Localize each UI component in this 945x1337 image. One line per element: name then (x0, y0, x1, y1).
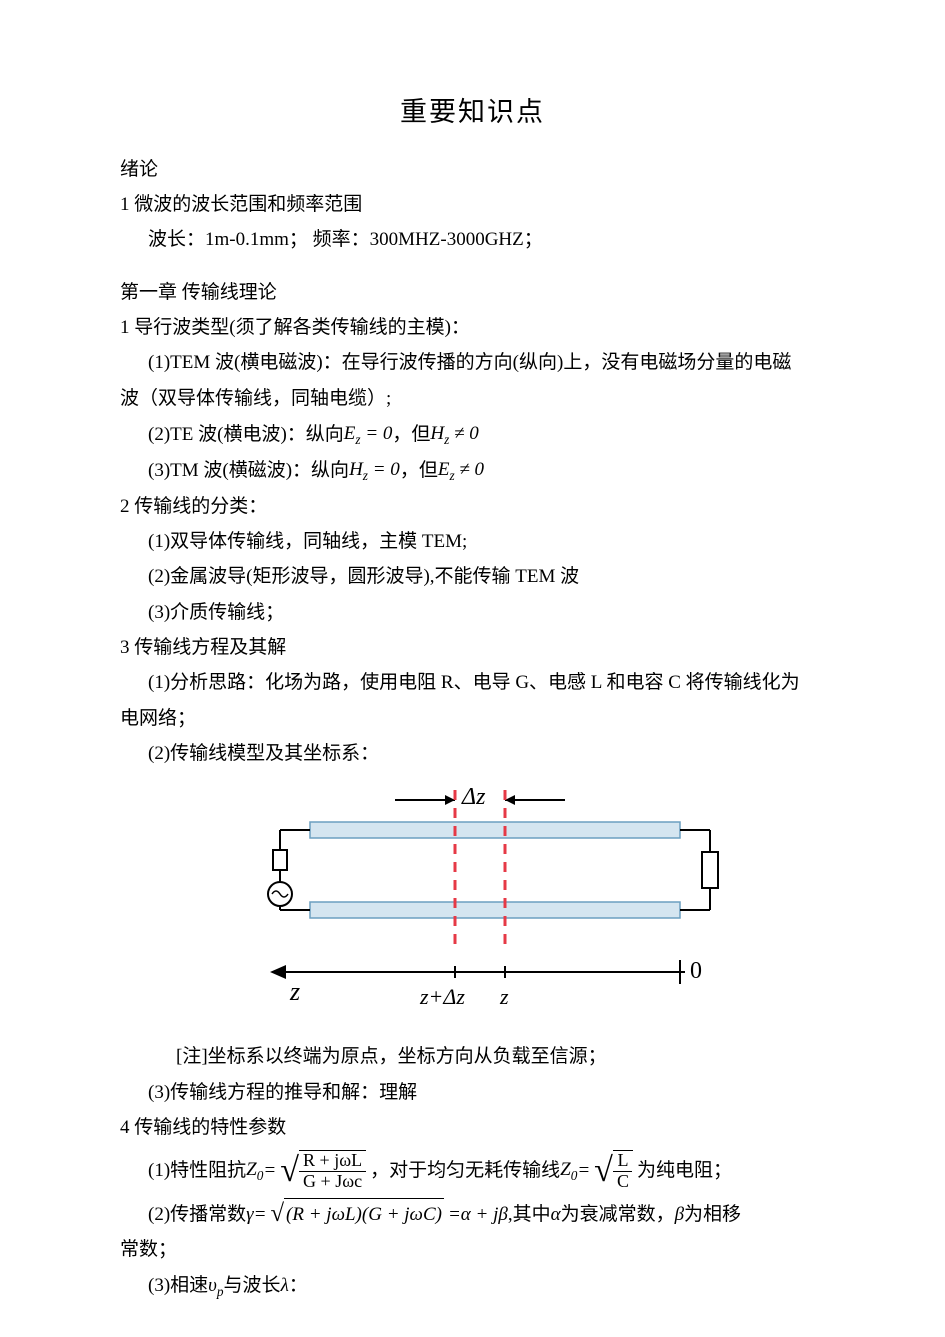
sec4-p2-prefix: (2)传播常数 (148, 1199, 246, 1231)
sec4-p2-alpha: α (551, 1199, 561, 1231)
sec4-p3-prefix: (3)相速 (148, 1270, 208, 1302)
sec4-p3-vp: υp (208, 1270, 223, 1303)
sec4-p2-eq: = (254, 1199, 267, 1231)
sec1-p2-mid: ，但 (392, 419, 430, 451)
sec4-p1-eq: = (263, 1155, 276, 1187)
sec3-label: 3 传输线方程及其解 (120, 632, 825, 664)
sec1-p3-mid: ，但 (400, 455, 438, 487)
sec1-p3-prefix: (3)TM 波(横磁波)：纵向 (148, 455, 349, 487)
transmission-line-diagram: Δz 0 z z+Δz z (220, 782, 825, 1033)
sec2-p1: (1)双导体传输线，同轴线，主模 TEM; (120, 526, 825, 558)
sec3-p1b: 电网络； (120, 703, 825, 735)
sec4-p1-z0: Z0 (246, 1154, 263, 1187)
sec1-p3: (3)TM 波(横磁波)：纵向 Hz = 0 ，但 Ez ≠ 0 (120, 454, 825, 487)
sec4-p3-suffix: ： (289, 1270, 308, 1302)
sec4-p1-prefix: (1)特性阻抗 (148, 1155, 246, 1187)
sec1-p2-prefix: (2)TE 波(横电波)：纵向 (148, 419, 344, 451)
sec4-p2-sqrt: √ (R + jωL)(G + jωC) (270, 1198, 443, 1231)
page-title: 重要知识点 (120, 90, 825, 136)
sec4-p1-z0b: Z0 (560, 1154, 577, 1187)
z-plus-dz-label: z+Δz (419, 984, 465, 1009)
sec3-note: [注]坐标系以终端为原点，坐标方向从负载至信源； (120, 1041, 825, 1073)
z-label: z (499, 984, 509, 1009)
sec4-p1-suffix: 为纯电阻； (637, 1155, 732, 1187)
sec4-label: 4 传输线的特性参数 (120, 1112, 825, 1144)
sec4-p2-alpha-beta: =α + jβ (448, 1199, 508, 1231)
sec4-p2-gamma: γ (246, 1199, 254, 1231)
sec3-p3: (3)传输线方程的推导和解：理解 (120, 1077, 825, 1109)
intro-item1-label: 1 微波的波长范围和频率范围 (120, 189, 825, 221)
sec2-p3: (3)介质传输线； (120, 597, 825, 629)
sec1-p2: (2)TE 波(横电波)：纵向 Ez = 0 ，但 Hz ≠ 0 (120, 418, 825, 451)
sec1-p3-eq1: Hz = 0 (349, 454, 400, 487)
origin-label: 0 (690, 958, 702, 984)
sec4-p2: (2)传播常数 γ = √ (R + jωL)(G + jωC) =α + jβ… (120, 1198, 825, 1231)
sec3-p2: (2)传输线模型及其坐标系： (120, 738, 825, 770)
sec4-p2-beta-desc: 为相移 (684, 1199, 741, 1231)
intro-item1-content: 波长：1m-0.1mm； 频率：300MHZ-3000GHZ； (120, 224, 825, 256)
sec4-p1-sqrt2: √ L C (594, 1150, 633, 1192)
sec1-p2-eq1: Ez = 0 (344, 418, 393, 451)
sec4-p2-mid: ,其中 (508, 1199, 551, 1231)
sec1-p1b: 波（双导体传输线，同轴电缆）; (120, 383, 825, 415)
sec4-p1: (1)特性阻抗 Z0 = √ R + jωL G + Jωc ，对于均匀无耗传输… (120, 1150, 825, 1192)
sec3-p1a: (1)分析思路：化场为路，使用电阻 R、电导 G、电感 L 和电容 C 将传输线… (120, 667, 825, 699)
sec4-p2-beta: β (675, 1199, 684, 1231)
sec4-p1-mid: ，对于均匀无耗传输线 (370, 1155, 560, 1187)
chapter1-heading: 第一章 传输线理论 (120, 277, 825, 309)
sec1-p3-eq2: Ez ≠ 0 (438, 454, 484, 487)
intro-heading: 绪论 (120, 154, 825, 186)
sec1-p1a: (1)TEM 波(横电磁波)：在导行波传播的方向(纵向)上，没有电磁场分量的电磁 (120, 347, 825, 379)
sec4-p3: (3)相速 υp 与波长 λ ： (120, 1270, 825, 1303)
sec4-p1-eqb: = (577, 1155, 590, 1187)
sec4-p3-mid: 与波长 (224, 1270, 281, 1302)
sec4-p2-suffix: 常数； (120, 1234, 825, 1266)
z-axis-label: z (289, 977, 300, 1006)
sec4-p3-lambda: λ (281, 1270, 289, 1302)
sec1-label: 1 导行波类型(须了解各类传输线的主模)： (120, 312, 825, 344)
sec4-p2-alpha-desc: 为衰减常数， (561, 1199, 675, 1231)
sec4-p1-sqrt1: √ R + jωL G + Jωc (280, 1150, 366, 1192)
delta-z-label: Δz (461, 784, 486, 810)
sec2-label: 2 传输线的分类： (120, 491, 825, 523)
sec2-p2: (2)金属波导(矩形波导，圆形波导),不能传输 TEM 波 (120, 561, 825, 593)
sec1-p2-eq2: Hz ≠ 0 (430, 418, 478, 451)
